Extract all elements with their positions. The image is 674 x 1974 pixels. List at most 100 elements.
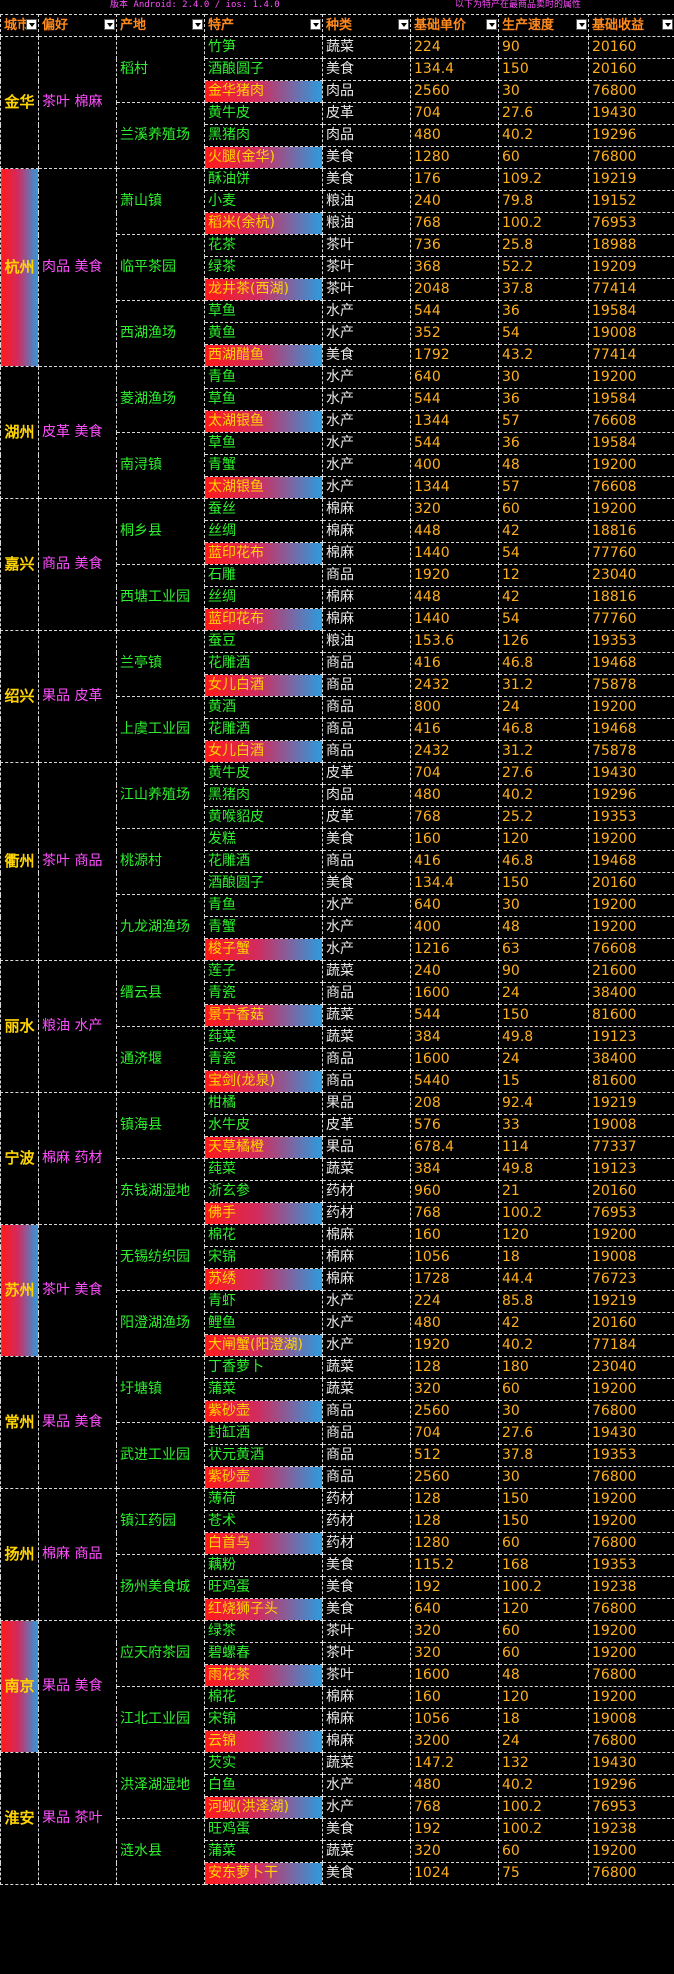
city-cell[interactable]: 扬州 (0, 1488, 39, 1621)
production-speed-cell[interactable]: 54 (498, 322, 589, 345)
production-speed-cell[interactable]: 132 (498, 1752, 589, 1775)
production-speed-cell[interactable]: 42 (498, 1312, 589, 1335)
production-speed-cell[interactable]: 18 (498, 1708, 589, 1731)
preference-cell[interactable]: 果品 美食 (38, 1620, 117, 1753)
city-cell[interactable]: 常州 (0, 1356, 39, 1489)
product-cell[interactable]: 云锦 (204, 1730, 323, 1753)
base-income-cell[interactable]: 20160 (588, 1180, 674, 1203)
base-price-cell[interactable]: 640 (410, 1598, 499, 1621)
column-header[interactable]: 产地 (116, 14, 205, 37)
product-cell[interactable]: 紫砂壶 (204, 1400, 323, 1423)
product-cell[interactable]: 景宁香菇 (204, 1004, 323, 1027)
base-price-cell[interactable]: 2432 (410, 674, 499, 697)
base-income-cell[interactable]: 19296 (588, 124, 674, 147)
category-cell[interactable]: 美食 (322, 872, 411, 895)
product-cell[interactable]: 黑猪肉 (204, 784, 323, 807)
preference-cell[interactable]: 商品 美食 (38, 498, 117, 631)
base-income-cell[interactable]: 19468 (588, 652, 674, 675)
origin-cell[interactable]: 萧山镇 (116, 168, 205, 235)
product-cell[interactable]: 丁香萝卜 (204, 1356, 323, 1379)
production-speed-cell[interactable]: 40.2 (498, 1334, 589, 1357)
preference-cell[interactable]: 果品 皮革 (38, 630, 117, 763)
production-speed-cell[interactable]: 40.2 (498, 1774, 589, 1797)
production-speed-cell[interactable]: 30 (498, 80, 589, 103)
product-cell[interactable]: 浙玄参 (204, 1180, 323, 1203)
production-speed-cell[interactable]: 30 (498, 894, 589, 917)
category-cell[interactable]: 皮革 (322, 806, 411, 829)
base-price-cell[interactable]: 1792 (410, 344, 499, 367)
origin-cell[interactable]: 西塘工业园 (116, 564, 205, 631)
base-price-cell[interactable]: 800 (410, 696, 499, 719)
base-price-cell[interactable]: 2560 (410, 1400, 499, 1423)
base-price-cell[interactable]: 320 (410, 1642, 499, 1665)
base-price-cell[interactable]: 704 (410, 102, 499, 125)
filter-dropdown-icon[interactable] (486, 19, 497, 30)
base-income-cell[interactable]: 76608 (588, 938, 674, 961)
production-speed-cell[interactable]: 168 (498, 1554, 589, 1577)
production-speed-cell[interactable]: 60 (498, 1378, 589, 1401)
category-cell[interactable]: 美食 (322, 1554, 411, 1577)
base-income-cell[interactable]: 19200 (588, 696, 674, 719)
product-cell[interactable]: 封缸酒 (204, 1422, 323, 1445)
base-price-cell[interactable]: 416 (410, 652, 499, 675)
production-speed-cell[interactable]: 126 (498, 630, 589, 653)
product-cell[interactable]: 莼菜 (204, 1026, 323, 1049)
product-cell[interactable]: 绿茶 (204, 256, 323, 279)
city-cell[interactable]: 湖州 (0, 366, 39, 499)
production-speed-cell[interactable]: 60 (498, 498, 589, 521)
product-cell[interactable]: 草鱼 (204, 432, 323, 455)
base-price-cell[interactable]: 640 (410, 366, 499, 389)
origin-cell[interactable]: 江山养殖场 (116, 762, 205, 829)
product-cell[interactable]: 青蟹 (204, 454, 323, 477)
base-price-cell[interactable]: 240 (410, 960, 499, 983)
category-cell[interactable]: 美食 (322, 1576, 411, 1599)
base-price-cell[interactable]: 1728 (410, 1268, 499, 1291)
product-cell[interactable]: 金华猪肉 (204, 80, 323, 103)
product-cell[interactable]: 草鱼 (204, 300, 323, 323)
category-cell[interactable]: 果品 (322, 1092, 411, 1115)
product-cell[interactable]: 黑猪肉 (204, 124, 323, 147)
city-cell[interactable]: 丽水 (0, 960, 39, 1093)
base-price-cell[interactable]: 544 (410, 432, 499, 455)
category-cell[interactable]: 棉麻 (322, 1708, 411, 1731)
category-cell[interactable]: 蔬菜 (322, 1158, 411, 1181)
city-cell[interactable]: 南京 (0, 1620, 39, 1753)
base-price-cell[interactable]: 544 (410, 300, 499, 323)
base-price-cell[interactable]: 1024 (410, 1862, 499, 1885)
production-speed-cell[interactable]: 90 (498, 36, 589, 59)
production-speed-cell[interactable]: 31.2 (498, 674, 589, 697)
base-income-cell[interactable]: 76800 (588, 1598, 674, 1621)
base-income-cell[interactable]: 19200 (588, 1224, 674, 1247)
base-price-cell[interactable]: 768 (410, 1796, 499, 1819)
base-income-cell[interactable]: 19200 (588, 828, 674, 851)
category-cell[interactable]: 棉麻 (322, 520, 411, 543)
origin-cell[interactable]: 圩塘镇 (116, 1356, 205, 1423)
production-speed-cell[interactable]: 27.6 (498, 1422, 589, 1445)
filter-dropdown-icon[interactable] (26, 19, 37, 30)
production-speed-cell[interactable]: 24 (498, 1048, 589, 1071)
base-price-cell[interactable]: 400 (410, 916, 499, 939)
product-cell[interactable]: 藕粉 (204, 1554, 323, 1577)
product-cell[interactable]: 红烧狮子头 (204, 1598, 323, 1621)
origin-cell[interactable]: 桐乡县 (116, 498, 205, 565)
category-cell[interactable]: 水产 (322, 300, 411, 323)
origin-cell[interactable]: 兰亭镇 (116, 630, 205, 697)
product-cell[interactable]: 莲子 (204, 960, 323, 983)
category-cell[interactable]: 商品 (322, 982, 411, 1005)
category-cell[interactable]: 棉麻 (322, 542, 411, 565)
base-income-cell[interactable]: 76800 (588, 80, 674, 103)
base-income-cell[interactable]: 23040 (588, 1356, 674, 1379)
production-speed-cell[interactable]: 44.4 (498, 1268, 589, 1291)
base-price-cell[interactable]: 192 (410, 1576, 499, 1599)
city-cell[interactable]: 嘉兴 (0, 498, 39, 631)
production-speed-cell[interactable]: 90 (498, 960, 589, 983)
base-income-cell[interactable]: 76953 (588, 1202, 674, 1225)
production-speed-cell[interactable]: 109.2 (498, 168, 589, 191)
product-cell[interactable]: 青鱼 (204, 366, 323, 389)
base-price-cell[interactable]: 352 (410, 322, 499, 345)
category-cell[interactable]: 棉麻 (322, 608, 411, 631)
preference-cell[interactable]: 棉麻 商品 (38, 1488, 117, 1621)
production-speed-cell[interactable]: 150 (498, 1004, 589, 1027)
product-cell[interactable]: 水牛皮 (204, 1114, 323, 1137)
product-cell[interactable]: 蒲菜 (204, 1378, 323, 1401)
